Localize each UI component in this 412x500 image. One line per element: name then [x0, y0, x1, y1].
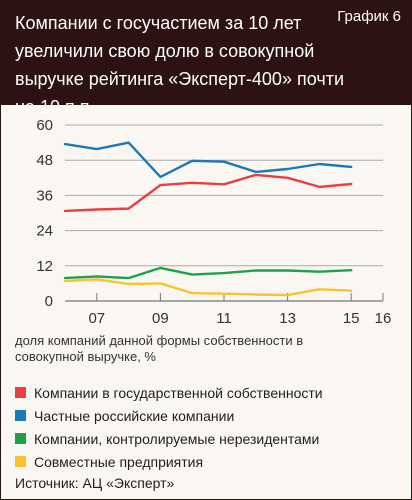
- y-tick-label: 60: [36, 117, 53, 134]
- legend-swatch: [15, 456, 26, 467]
- y-tick-label: 36: [36, 187, 53, 204]
- legend-label: Компании в государственной собственности: [34, 384, 323, 401]
- y-tick-label: 48: [36, 152, 53, 169]
- legend-swatch: [15, 433, 26, 444]
- series-line-2: [63, 141, 353, 179]
- legend-item: Компании в государственной собственности: [15, 381, 405, 404]
- legend-label: Совместные предприятия: [34, 453, 204, 470]
- y-tick-label: 12: [36, 258, 53, 275]
- chart-badge: График 6: [337, 8, 401, 25]
- x-tick-label: 07: [88, 310, 105, 327]
- x-tick-label: 16: [375, 310, 392, 327]
- legend-item: Компании, контролируемые нерезидентами: [15, 427, 405, 450]
- source-note: Источник: АЦ «Эксперт»: [15, 475, 175, 491]
- chart-header: Компании с госучастием за 10 лет увеличи…: [1, 1, 411, 117]
- legend-label: Компании, контролируемые нерезидентами: [34, 430, 320, 447]
- legend-item: Совместные предприятия: [15, 450, 405, 473]
- line-chart: 0 12 24 36 48 60 07 09 11 13 15 16: [36, 117, 392, 327]
- series-line-4: [63, 278, 353, 297]
- x-tick-label: 15: [343, 310, 360, 327]
- y-tick-label: 0: [45, 293, 53, 310]
- x-tick-label: 09: [152, 310, 169, 327]
- y-axis-label: доля компаний данной формы собственности…: [15, 333, 304, 364]
- y-tick-label: 24: [36, 223, 53, 240]
- legend-swatch: [15, 387, 26, 398]
- legend-item: Частные российские компании: [15, 404, 405, 427]
- series-line-3: [63, 266, 353, 280]
- x-tick-label: 11: [216, 310, 232, 327]
- series-line-1: [63, 173, 353, 213]
- legend: Компании в государственной собственности…: [15, 381, 405, 473]
- x-tick-label: 13: [279, 310, 296, 327]
- legend-label: Частные российские компании: [34, 407, 235, 424]
- legend-swatch: [15, 410, 26, 421]
- chart-title: Компании с госучастием за 10 лет увеличи…: [15, 13, 344, 117]
